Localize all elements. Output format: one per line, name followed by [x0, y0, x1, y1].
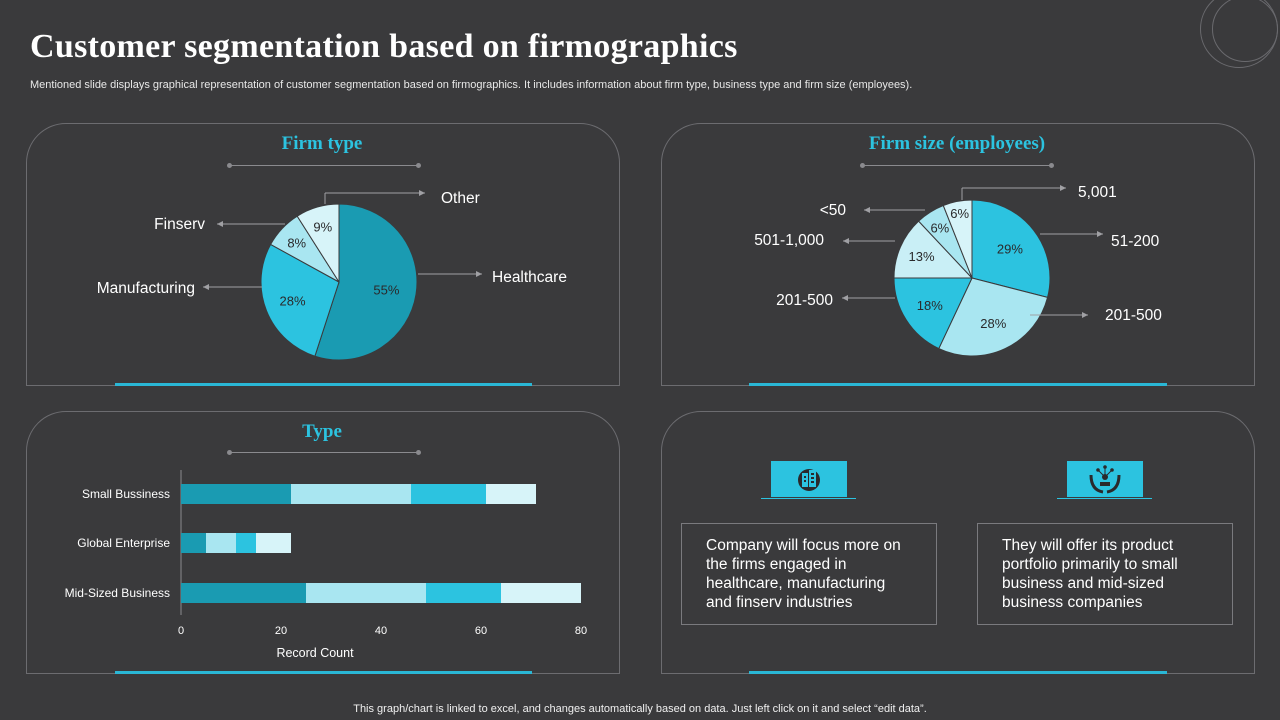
slice-value-label: 13%	[909, 249, 935, 264]
bar-segment	[501, 583, 581, 603]
page-title: Customer segmentation based on firmograp…	[30, 28, 738, 65]
category-label: Mid-Sized Business	[65, 586, 170, 600]
slice-value-label: 8%	[287, 235, 306, 250]
bar-segment	[181, 583, 306, 603]
slice-category-label: Other	[441, 190, 480, 207]
pie-slice	[971, 199, 1051, 299]
info-panel-bar	[749, 671, 1167, 674]
pie-slice	[942, 199, 973, 279]
leader-arrow	[1082, 312, 1088, 318]
x-tick-label: 80	[575, 625, 587, 637]
hands-network-icon	[1089, 465, 1121, 494]
pie-slice	[296, 203, 340, 284]
bar-segment	[306, 583, 426, 603]
slice-category-label: Healthcare	[492, 269, 567, 286]
leader-arrow	[864, 207, 870, 213]
info-box-focus: Company will focus more on the firms eng…	[681, 523, 937, 625]
hands-icon-tile	[1067, 461, 1143, 497]
type-title-dot-right	[416, 450, 421, 455]
bar-segment	[426, 583, 501, 603]
leader-arrow	[476, 271, 482, 277]
x-axis-label: Record Count	[276, 646, 354, 660]
firm-type-panel-bar	[115, 383, 532, 386]
firm-size-panel-bar	[749, 383, 1167, 386]
slice-value-label: 29%	[997, 242, 1023, 257]
slice-value-label: 18%	[917, 298, 943, 313]
firm-type-title: Firm type	[281, 133, 363, 154]
decorative-circle-small	[1212, 0, 1278, 62]
firm-size-title-line	[862, 165, 1052, 166]
bar-segment	[291, 484, 411, 504]
slice-value-label: 6%	[930, 220, 949, 235]
firm-type-title-line	[229, 165, 419, 166]
building-icon	[798, 469, 820, 491]
firm-type-title-dot-left	[227, 163, 232, 168]
pie-slice	[893, 277, 973, 350]
leader-arrow	[203, 284, 209, 290]
x-tick-label: 0	[178, 625, 184, 637]
x-tick-label: 60	[475, 625, 487, 637]
type-panel-bar	[115, 671, 532, 674]
leader-arrow	[1060, 185, 1066, 191]
slice-category-label: 51-200	[1111, 233, 1160, 250]
bar-segment	[411, 484, 486, 504]
category-label: Global Enterprise	[77, 536, 170, 550]
slice-category-label: Manufacturing	[97, 280, 195, 297]
firm-size-title: Firm size (employees)	[868, 133, 1046, 154]
bar-segment	[236, 533, 256, 553]
slice-value-label: 9%	[313, 219, 332, 234]
firm-size-title-dot-left	[860, 163, 865, 168]
leader-arrow	[1097, 231, 1103, 237]
leader-arrow	[217, 221, 223, 227]
leader-arrow	[419, 190, 425, 196]
type-title-line	[229, 452, 419, 453]
pie-slice	[314, 203, 418, 361]
slice-category-label: 5,001	[1078, 184, 1117, 201]
bar-segment	[256, 533, 291, 553]
slice-value-label: 28%	[980, 316, 1006, 331]
slice-category-label: 501-1,000	[754, 232, 824, 249]
slice-category-label: <50	[820, 202, 847, 219]
bar-segment	[181, 533, 206, 553]
leader-arrow	[842, 295, 848, 301]
slice-category-label: 201-500	[776, 292, 833, 309]
building-icon-underline	[761, 498, 856, 499]
building-icon-tile	[771, 461, 847, 497]
info-box-portfolio: They will offer its product portfolio pr…	[977, 523, 1233, 625]
bar-segment	[206, 533, 236, 553]
hands-icon-underline	[1057, 498, 1152, 499]
pie-slice	[938, 277, 1049, 357]
pie-slice	[893, 220, 974, 279]
slice-value-label: 55%	[373, 283, 399, 298]
firm-type-title-dot-right	[416, 163, 421, 168]
slice-value-label: 28%	[279, 293, 305, 308]
slice-category-label: Finserv	[154, 216, 205, 233]
firm-size-title-dot-right	[1049, 163, 1054, 168]
bar-segment	[181, 484, 291, 504]
slice-category-label: 201-500	[1105, 307, 1162, 324]
pie-slice	[260, 243, 340, 357]
category-label: Small Bussiness	[82, 487, 170, 501]
page-subtitle: Mentioned slide displays graphical repre…	[30, 79, 913, 91]
slice-value-label: 6%	[950, 206, 969, 221]
footer-note: This graph/chart is linked to excel, and…	[353, 703, 927, 715]
bar-segment	[486, 484, 536, 504]
x-tick-label: 20	[275, 625, 287, 637]
type-title: Type	[302, 421, 342, 442]
x-tick-label: 40	[375, 625, 387, 637]
type-title-dot-left	[227, 450, 232, 455]
leader-arrow	[843, 238, 849, 244]
